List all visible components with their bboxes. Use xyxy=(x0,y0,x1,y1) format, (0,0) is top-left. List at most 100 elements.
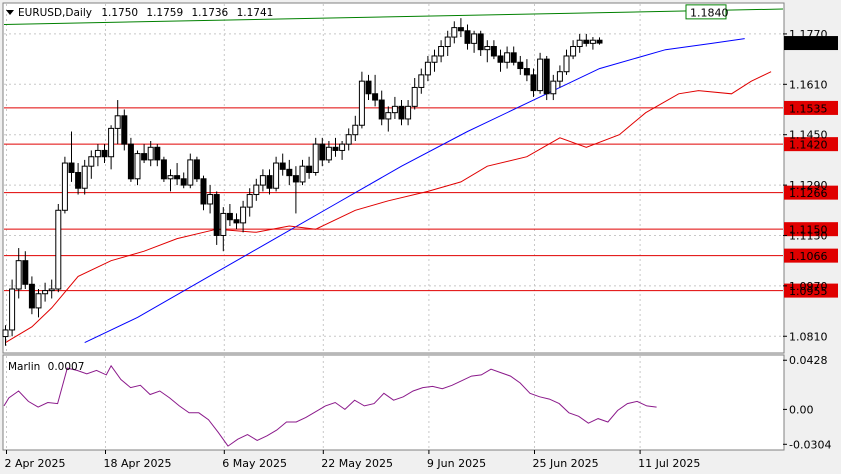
candle-body xyxy=(319,143,326,161)
candle-body xyxy=(477,33,484,51)
price-levels: 1.1535 1.1420 1.1266 1.1150 1.1066 1.0955 xyxy=(4,100,838,298)
low-value: 1.1736 xyxy=(192,7,229,19)
collapse-triangle-icon[interactable] xyxy=(6,10,14,15)
price-level-label: 1.1420 xyxy=(789,139,828,152)
candle-body xyxy=(490,46,497,57)
price-tick-label: 1.1610 xyxy=(789,78,828,91)
open-value: 1.1750 xyxy=(101,7,138,19)
price-level-box xyxy=(784,100,838,115)
candle-body xyxy=(88,156,95,167)
current-price-label: 1.1741 xyxy=(789,38,828,51)
candle-body xyxy=(563,55,570,73)
candle-body xyxy=(28,283,35,309)
time-axis[interactable]: 2 Apr 2025 18 Apr 2025 6 May 2025 22 May 20… xyxy=(5,450,701,470)
candle-body xyxy=(352,124,359,136)
candle-body xyxy=(160,159,167,180)
candle-body xyxy=(259,175,266,186)
price-panel[interactable] xyxy=(2,2,785,354)
candle-body xyxy=(517,61,524,70)
marlin-axis: 0.0428 0.00 -0.0304 xyxy=(783,354,831,451)
candle-body xyxy=(378,99,385,120)
time-tick-label: 6 May 2025 xyxy=(222,457,287,470)
price-level-box xyxy=(784,248,838,263)
price-level-label: 1.1266 xyxy=(789,187,828,200)
marlin-oscillator xyxy=(3,364,657,447)
marlin-tick-label: -0.0304 xyxy=(789,438,831,451)
close-value: 1.1741 xyxy=(237,7,274,19)
candle-body xyxy=(101,149,108,158)
high-value: 1.1759 xyxy=(146,7,183,19)
candle-body xyxy=(35,293,42,309)
time-tick-label: 18 Apr 2025 xyxy=(104,457,172,470)
candle-body xyxy=(484,46,491,51)
candle-body xyxy=(9,288,16,331)
candle-body xyxy=(187,159,194,186)
candle-body xyxy=(451,27,458,38)
candle-body xyxy=(372,93,379,101)
candle-body xyxy=(444,36,451,48)
candle-body xyxy=(543,58,550,95)
candle-body xyxy=(431,55,438,63)
candle-body xyxy=(312,143,319,173)
marlin-panel[interactable] xyxy=(2,354,785,451)
candle-body xyxy=(246,194,253,208)
symbol-header: EURUSD,Daily 1.1750 1.1759 1.1736 1.1741 xyxy=(18,7,273,19)
candle-body xyxy=(299,165,306,183)
candle-body xyxy=(358,80,365,126)
price-tick-label: 1.1450 xyxy=(789,129,828,142)
candle-body xyxy=(273,162,280,189)
price-level-box xyxy=(784,283,838,298)
price-axis[interactable]: 1.17701.16101.14501.12901.11301.09701.08… xyxy=(783,28,838,343)
candle-body xyxy=(325,146,332,161)
candle-body xyxy=(537,58,544,92)
candle-body xyxy=(391,105,398,114)
marlin-line xyxy=(3,364,657,447)
candle-body xyxy=(405,105,412,120)
marlin-tick-label: 0.0428 xyxy=(789,354,828,367)
candle-body xyxy=(596,39,603,44)
candle-body xyxy=(266,175,273,189)
candle-body xyxy=(81,165,88,189)
candle-body xyxy=(42,290,49,295)
trend-line-group[interactable]: 1.1840 xyxy=(3,4,784,25)
candle-body xyxy=(233,219,240,224)
price-tick-label: 1.1130 xyxy=(789,229,828,242)
candle-body xyxy=(193,159,200,180)
current-price-box xyxy=(784,36,838,51)
candle-body xyxy=(15,260,22,290)
candle-body xyxy=(226,212,233,221)
candle-body xyxy=(147,146,154,161)
candle-body xyxy=(220,212,227,236)
price-level-label: 1.0955 xyxy=(789,285,828,298)
candle-body xyxy=(121,115,128,145)
trend-line xyxy=(3,8,784,25)
candle-body xyxy=(424,61,431,76)
candle-body xyxy=(504,52,511,63)
candle-body xyxy=(398,105,405,120)
candle-body xyxy=(345,134,352,145)
candle-body xyxy=(200,178,207,205)
time-tick-label: 25 Jun 2025 xyxy=(533,457,599,470)
candle-body xyxy=(94,149,101,158)
time-tick-label: 22 May 2025 xyxy=(321,457,393,470)
price-level-label: 1.1066 xyxy=(789,250,828,263)
candle-body xyxy=(339,143,346,151)
candle-body xyxy=(556,71,563,82)
price-level-box xyxy=(784,185,838,200)
candle-body xyxy=(61,162,68,211)
trend-label-box xyxy=(685,4,727,20)
candle-body xyxy=(497,55,504,63)
time-tick-label: 9 Jun 2025 xyxy=(427,457,486,470)
candle-body xyxy=(385,112,392,120)
candle-body xyxy=(550,80,557,95)
candle-body xyxy=(457,27,464,32)
candle-body xyxy=(174,175,181,180)
price-level-label: 1.1535 xyxy=(789,102,828,115)
candle-body xyxy=(306,165,313,173)
candle-body xyxy=(589,39,596,44)
candle-body xyxy=(530,74,537,92)
marlin-value: 0.0007 xyxy=(48,361,85,373)
candle-body xyxy=(154,146,161,161)
candle-body xyxy=(576,39,583,48)
